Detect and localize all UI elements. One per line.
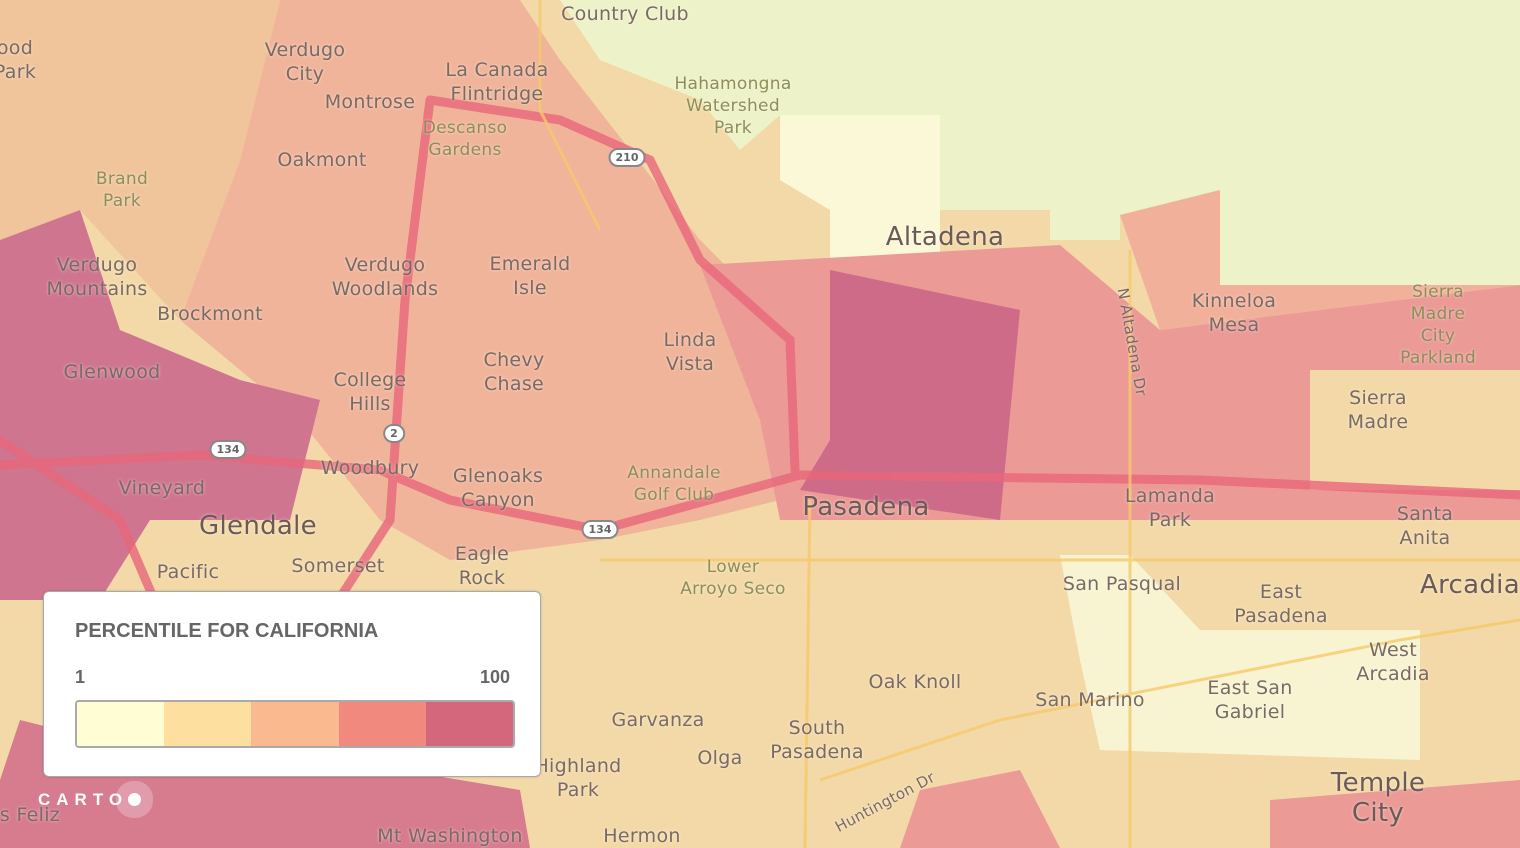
region-green-hills: [560, 0, 1520, 285]
place-label: Garvanza: [611, 709, 705, 731]
place-label: Hahamongna Watershed Park: [674, 74, 792, 138]
carto-logo[interactable]: CARTO: [38, 790, 142, 810]
place-label: Country Club: [561, 3, 689, 25]
place-label: East Pasadena: [1234, 581, 1328, 627]
place-label: Temple City: [1330, 768, 1426, 828]
place-label: Olga: [697, 747, 743, 769]
place-label: San Marino: [1035, 689, 1145, 711]
legend-panel: PERCENTILE FOR CALIFORNIA 1 100: [43, 591, 541, 777]
highway-shield-icon: 2: [383, 424, 405, 443]
place-label: ood Park: [0, 37, 37, 83]
place-label: s Feliz: [0, 804, 61, 826]
region-pasadena-center-dark: [800, 270, 1020, 520]
place-label: Lamanda Park: [1124, 485, 1216, 531]
place-label: Glendale: [199, 511, 317, 541]
place-label: Descanso Gardens: [422, 118, 508, 160]
place-label: Sierra Madre City Parkland: [1400, 282, 1476, 368]
place-label: Mt Washington: [377, 825, 523, 847]
region-northwest-tan: [0, 0, 280, 320]
streets: [538, 0, 1520, 848]
carto-logo-text: CARTO: [38, 790, 129, 809]
legend-color-scale: [75, 700, 515, 748]
place-label: Woodbury: [320, 457, 420, 479]
legend-max-label: 100: [479, 667, 510, 687]
place-label: Glenwood: [63, 361, 161, 383]
region-altadena-light: [780, 115, 940, 300]
place-label: East San Gabriel: [1207, 677, 1293, 723]
place-label: Verdugo City: [264, 39, 346, 85]
region-west-salmon: [180, 0, 780, 560]
highway-shield-icon: 134: [581, 520, 619, 539]
highway-shield-icon: 134: [209, 440, 247, 459]
place-label: Emerald Isle: [489, 253, 571, 299]
place-label: La Canada Flintridge: [445, 59, 549, 105]
place-label: Altadena: [885, 222, 1005, 252]
place-label: South Pasadena: [770, 717, 864, 763]
place-label: Arcadia: [1420, 570, 1520, 600]
place-label: Montrose: [324, 91, 416, 113]
place-label: Brockmont: [157, 303, 263, 325]
place-label: Brand Park: [95, 169, 149, 211]
region-kinneloa-salmon: [1120, 190, 1520, 330]
region-san-marino-light: [1060, 555, 1420, 760]
place-label: Hermon: [603, 825, 681, 847]
legend-swatch-2: [164, 702, 252, 746]
place-label: West Arcadia: [1356, 639, 1430, 685]
legend-swatch-4: [338, 702, 426, 746]
place-label: Somerset: [291, 555, 385, 577]
legend-title: PERCENTILE FOR CALIFORNIA: [75, 620, 379, 642]
region-southeast-pink: [1270, 780, 1520, 848]
place-label: Oakmont: [277, 149, 367, 171]
place-label: Chevy Chase: [483, 349, 545, 395]
place-label: Eagle Rock: [454, 543, 510, 589]
place-label: San Pasqual: [1062, 573, 1182, 595]
place-label: Oak Knoll: [868, 671, 962, 693]
highway-shield-icon: 210: [608, 148, 646, 167]
carto-dot-icon: [128, 793, 142, 806]
place-label: Annandale Golf Club: [627, 463, 721, 505]
place-label: Kinneloa Mesa: [1191, 290, 1277, 336]
legend-swatch-5: [425, 702, 513, 746]
legend-swatch-1: [77, 702, 165, 746]
place-label: Verdugo Mountains: [46, 254, 148, 300]
place-label: Vineyard: [118, 477, 206, 499]
place-label: Pasadena: [802, 492, 930, 522]
place-label: Glenoaks Canyon: [452, 465, 544, 511]
region-glendale-dark: [0, 210, 320, 600]
place-label: Linda Vista: [663, 329, 717, 375]
legend-swatch-3: [251, 702, 339, 746]
legend-min-label: 1: [75, 667, 86, 687]
place-label: Santa Anita: [1396, 503, 1454, 549]
region-south-pink: [900, 770, 1060, 848]
place-label: Sierra Madre: [1347, 387, 1409, 433]
place-label: Lower Arroyo Seco: [680, 557, 786, 599]
place-label: College Hills: [333, 369, 407, 415]
place-label: Pacific: [156, 561, 220, 583]
place-label: Highland Park: [534, 755, 622, 801]
place-label: Verdugo Woodlands: [331, 254, 439, 300]
